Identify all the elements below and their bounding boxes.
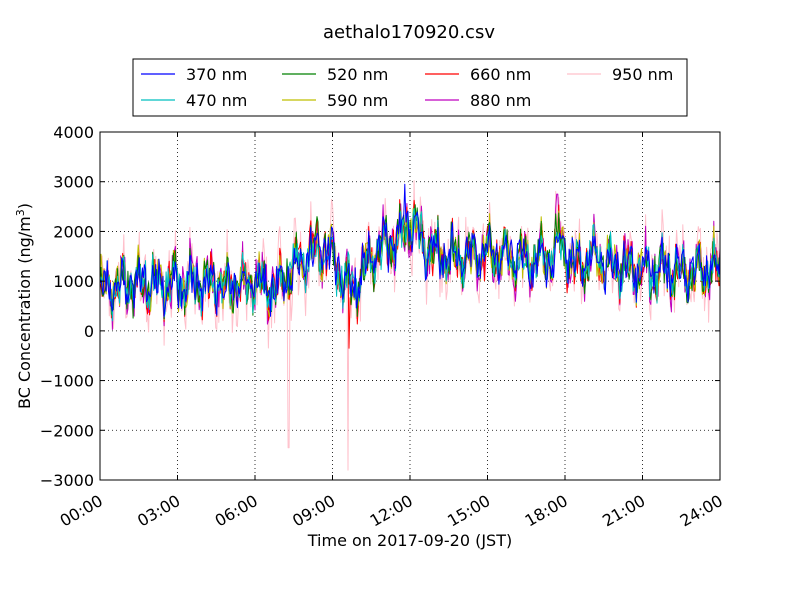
axis-ticks — [99, 131, 721, 481]
y-tick-label: −1000 — [40, 372, 94, 391]
y-axis-label-end: ) — [15, 203, 34, 209]
y-tick-label: −3000 — [40, 471, 94, 490]
legend-box — [132, 58, 688, 117]
y-tick-label: −2000 — [40, 421, 94, 440]
legend-label: 370 nm — [186, 65, 247, 84]
x-tick-label: 12:00 — [367, 491, 416, 531]
legend-label: 950 nm — [612, 65, 673, 84]
x-tick-label: 00:00 — [57, 491, 106, 531]
x-axis: 00:00 03:00 06:00 09:00 12:00 15:00 18:00 21:00… — [57, 491, 726, 531]
legend-label: 590 nm — [327, 91, 388, 110]
x-tick-label: 06:00 — [212, 491, 261, 531]
y-axis-label-superscript: 3 — [14, 209, 27, 216]
y-tick-label: 0 — [84, 322, 94, 341]
y-axis-label-main: BC Concentration (ng/m — [15, 216, 34, 409]
y-tick-label: 2000 — [53, 222, 94, 241]
legend-label: 520 nm — [327, 65, 388, 84]
legend: 370 nm 470 nm 520 nm 590 nm 660 nm 880 nm 950 … — [132, 58, 688, 117]
x-tick-label: 21:00 — [599, 491, 648, 531]
y-tick-label: 3000 — [53, 173, 94, 192]
legend-label: 470 nm — [186, 91, 247, 110]
y-axis-label: BC Concentration (ng/m3) — [14, 203, 34, 409]
chart-title: aethalo170920.csv — [323, 22, 495, 43]
x-tick-label: 09:00 — [289, 491, 338, 531]
legend-label: 660 nm — [470, 65, 531, 84]
x-tick-label: 18:00 — [522, 491, 571, 531]
plot-area — [99, 131, 721, 481]
grid-lines — [100, 132, 720, 480]
y-axis: −3000 −2000 −1000 0 1000 2000 3000 4000 — [40, 123, 94, 490]
y-tick-label: 1000 — [53, 272, 94, 291]
x-axis-label: Time on 2017-09-20 (JST) — [307, 531, 512, 550]
series-layer — [99, 180, 721, 471]
y-tick-label: 4000 — [53, 123, 94, 142]
x-tick-label: 24:00 — [677, 491, 726, 531]
x-tick-label: 03:00 — [134, 491, 183, 531]
legend-label: 880 nm — [470, 91, 531, 110]
series-line-370-nm — [99, 183, 721, 317]
x-tick-label: 15:00 — [444, 491, 493, 531]
